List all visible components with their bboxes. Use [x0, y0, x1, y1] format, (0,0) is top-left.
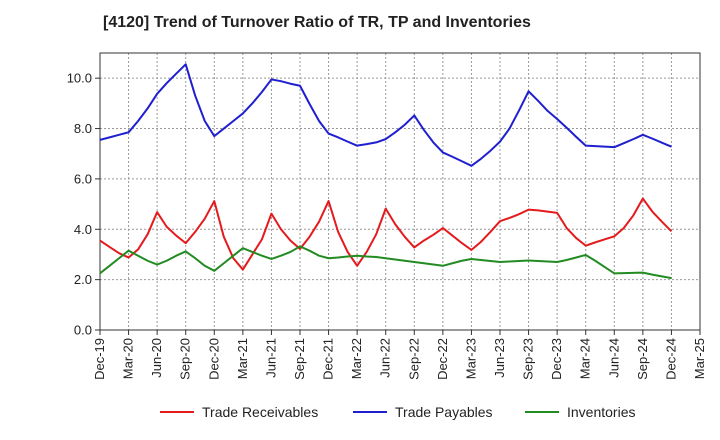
y-tick-label-4: 8.0 [74, 121, 92, 136]
x-tick-label-7: Sep-21 [292, 338, 307, 380]
legend-item-trade-payables: Trade Payables [353, 404, 493, 420]
x-tick-label-4: Dec-20 [206, 338, 221, 380]
y-tick-label-5: 10.0 [67, 71, 92, 86]
x-tick-label-9: Mar-22 [349, 338, 364, 379]
x-tick-label-15: Sep-23 [521, 338, 536, 380]
grid-lines [100, 53, 700, 330]
series-line-inventories [99, 245, 672, 280]
x-tick-label-3: Sep-20 [178, 338, 193, 380]
x-tick-label-1: Mar-20 [121, 338, 136, 379]
x-tick-label-20: Dec-24 [663, 338, 678, 380]
legend-swatch-trade-payables [353, 411, 387, 413]
series-line-trade-payables [99, 63, 672, 167]
axes [95, 52, 701, 335]
tick-labels: 0.0 2.0 4.0 6.0 8.0 10.0 Dec-19 Mar-20 Jun-20 Sep… [67, 71, 707, 380]
x-tick-label-10: Jun-22 [378, 338, 393, 378]
series-line-trade-receivables [99, 197, 673, 271]
plot-frame [99, 52, 701, 331]
x-tick-label-17: Mar-24 [578, 338, 593, 379]
legend-item-inventories: Inventories [525, 404, 635, 420]
x-tick-label-2: Jun-20 [149, 338, 164, 378]
legend-swatch-trade-receivables [160, 411, 194, 413]
x-tick-label-5: Mar-21 [235, 338, 250, 379]
x-tick-label-11: Sep-22 [406, 338, 421, 380]
y-tick-label-2: 4.0 [74, 222, 92, 237]
legend-swatch-inventories [525, 411, 559, 413]
y-tick-label-0: 0.0 [74, 323, 92, 338]
x-tick-label-18: Jun-24 [606, 338, 621, 378]
x-tick-label-0: Dec-19 [92, 338, 107, 380]
x-tick-label-8: Dec-21 [321, 338, 336, 380]
series-lines [99, 63, 673, 280]
legend: Trade Receivables Trade Payables Invento… [0, 404, 720, 426]
legend-label-inventories: Inventories [567, 404, 636, 420]
legend-item-trade-receivables: Trade Receivables [160, 404, 318, 420]
legend-label-trade-payables: Trade Payables [395, 404, 493, 420]
chart-title: [4120] Trend of Turnover Ratio of TR, TP… [103, 14, 531, 31]
x-tick-label-19: Sep-24 [635, 338, 650, 380]
x-tick-label-6: Jun-21 [263, 338, 278, 378]
x-tick-label-21: Mar-25 [692, 338, 707, 379]
x-tick-label-12: Dec-22 [435, 338, 450, 380]
x-tick-label-16: Dec-23 [549, 338, 564, 380]
x-tick-label-14: Jun-23 [492, 338, 507, 378]
y-tick-label-3: 6.0 [74, 171, 92, 186]
legend-label-trade-receivables: Trade Receivables [202, 404, 319, 420]
y-tick-label-1: 2.0 [74, 272, 92, 287]
x-tick-label-13: Mar-23 [463, 338, 478, 379]
